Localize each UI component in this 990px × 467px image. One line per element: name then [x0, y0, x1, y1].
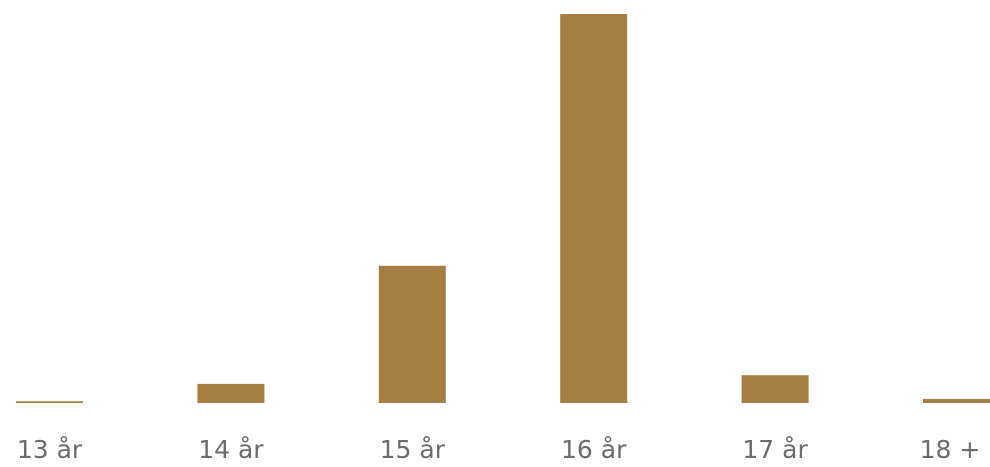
- x-tick-label: 18 +: [920, 435, 981, 464]
- bar: [923, 398, 990, 403]
- bar: [741, 375, 809, 403]
- x-tick-label: 15 år: [380, 435, 446, 464]
- bar: [16, 401, 83, 403]
- x-tick-label: 16 år: [561, 435, 627, 464]
- bar: [560, 14, 628, 403]
- x-tick-label: 14 år: [198, 435, 264, 464]
- x-tick-label: 17 år: [742, 435, 808, 464]
- x-tick-label: 13 år: [17, 435, 83, 464]
- bar: [197, 383, 265, 403]
- bar: [378, 265, 446, 403]
